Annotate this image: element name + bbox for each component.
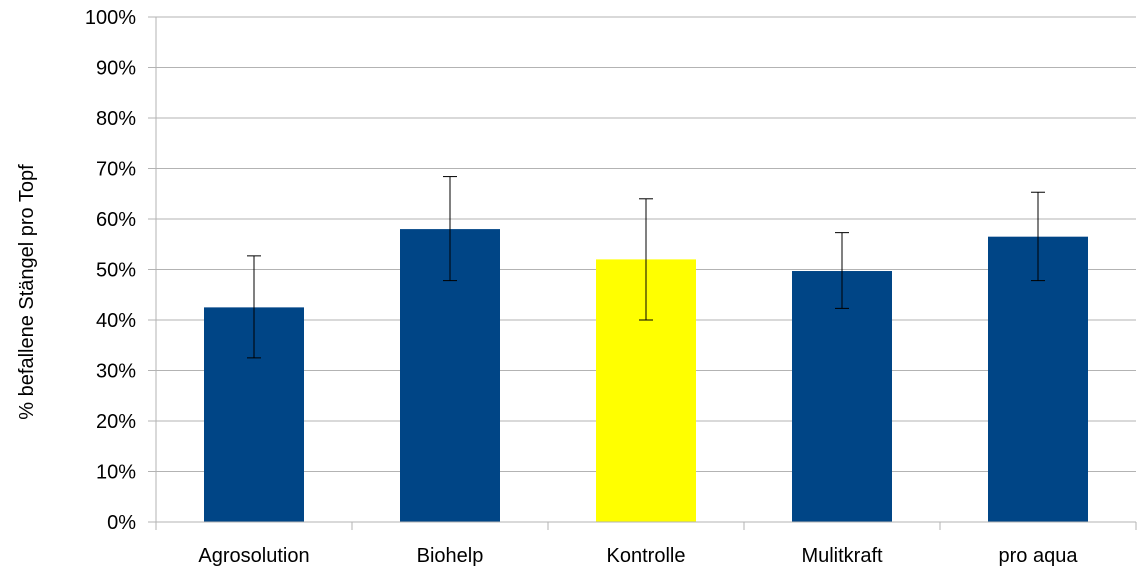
y-tick-label: 90% [96,58,136,80]
bar-pro-aqua [988,236,1088,523]
tick-labels: 0% 10% 20% 30% 40% 50% 60% 70% 80% 90% 100% Agrosol… [85,7,1079,567]
axes [148,16,1137,530]
y-axis-title: % befallene Stängel pro Topf [16,164,38,420]
y-tick-label: 10% [96,462,136,484]
bar-mulitkraft [792,271,892,522]
bars [204,229,1088,523]
y-tick-label: 30% [96,361,136,383]
error-bar [835,232,849,309]
y-tick-label: 20% [96,411,136,433]
error-bars [247,176,1045,359]
error-bar [639,198,653,321]
error-bar [443,176,457,282]
x-category-label: pro aqua [999,545,1079,567]
y-tick-label: 60% [96,209,136,231]
x-category-label: Biohelp [417,545,484,567]
y-tick-label: 70% [96,159,136,181]
x-category-label: Mulitkraft [801,545,883,567]
x-category-label: Kontrolle [607,545,686,567]
y-tick-label: 50% [96,260,136,282]
error-bar [1031,191,1045,282]
y-tick-label: 100% [85,7,136,29]
error-bar [247,255,261,359]
x-category-label: Agrosolution [198,545,309,567]
y-tick-label: 80% [96,108,136,130]
y-tick-label: 40% [96,310,136,332]
y-tick-label: 0% [107,512,136,534]
